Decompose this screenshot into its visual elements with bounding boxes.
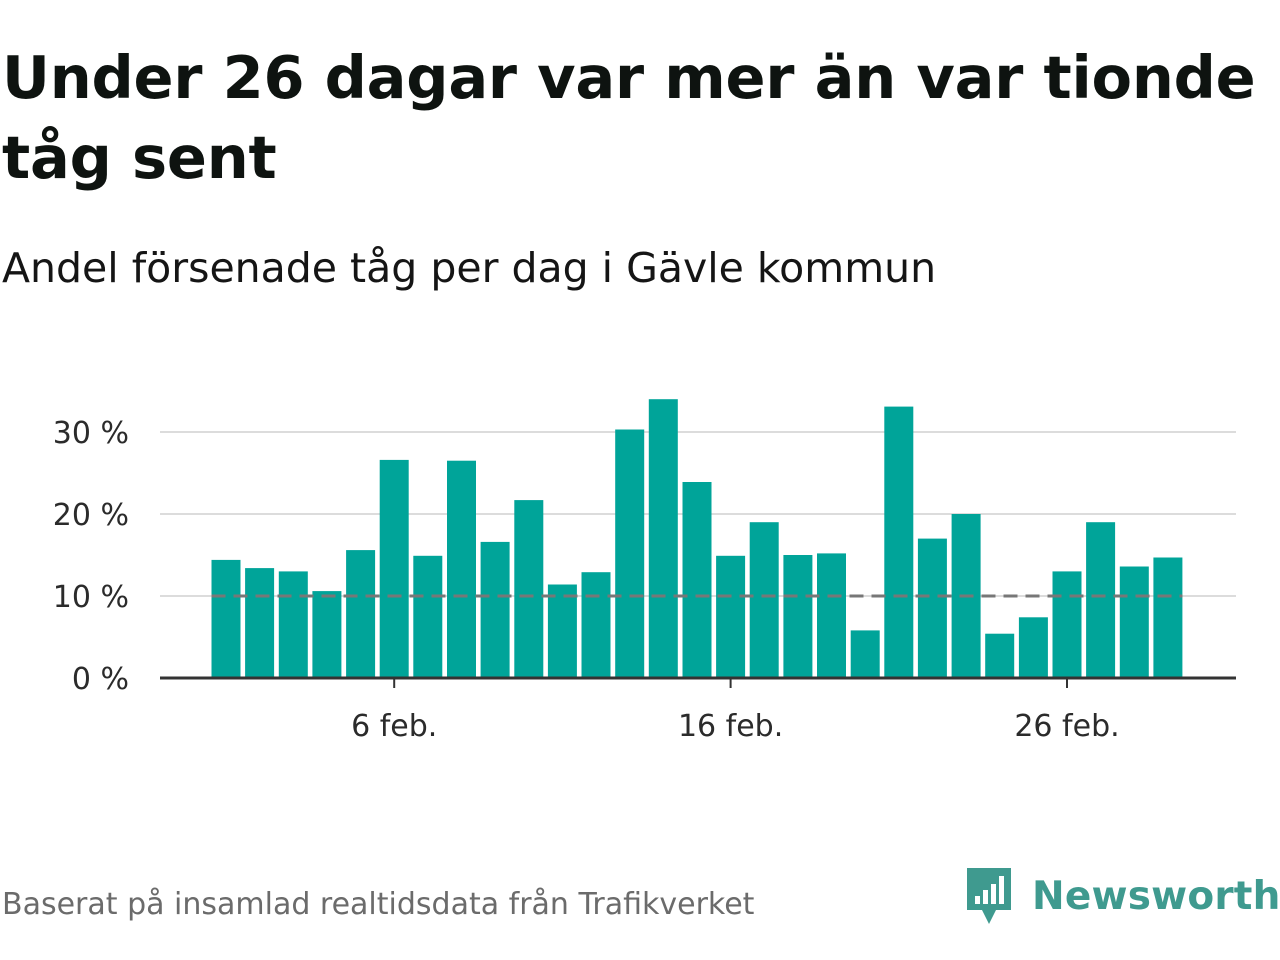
- bar: [480, 541, 510, 678]
- y-tick-label: 10 %: [53, 580, 129, 615]
- bar: [985, 633, 1015, 678]
- bar: [1086, 522, 1116, 678]
- bar: [749, 522, 779, 678]
- bar-chart: 0 % 10 % 20 % 30 % 6 feb. 16 feb. 26 feb.: [53, 399, 1236, 744]
- chart-title: Under 26 dagar var mer än var tionde tåg…: [2, 43, 1256, 192]
- bar: [615, 429, 645, 678]
- bar: [547, 584, 577, 678]
- y-tick-label: 20 %: [53, 498, 129, 533]
- newsworthy-logo: Newsworthy: [964, 864, 1280, 928]
- bar: [1018, 617, 1048, 678]
- bar: [648, 399, 678, 678]
- bar: [716, 555, 746, 678]
- bar: [278, 571, 308, 678]
- bar: [245, 568, 275, 678]
- x-tick-label: 6 feb.: [351, 709, 437, 744]
- x-tick-label: 26 feb.: [1014, 709, 1119, 744]
- bar: [783, 555, 813, 678]
- bar: [1052, 571, 1082, 678]
- bar: [211, 559, 241, 678]
- bar: [884, 406, 914, 678]
- bar: [1119, 566, 1149, 678]
- source-note: Baserat på insamlad realtidsdata från Tr…: [2, 887, 755, 922]
- axes: [160, 676, 1236, 688]
- bar: [682, 482, 712, 678]
- bar: [850, 630, 880, 678]
- chart-subtitle: Andel försenade tåg per dag i Gävle komm…: [2, 244, 937, 292]
- bar: [917, 538, 947, 678]
- tick-labels: 0 % 10 % 20 % 30 % 6 feb. 16 feb. 26 feb.: [53, 416, 1120, 744]
- bar: [817, 553, 846, 678]
- bar: [514, 500, 544, 678]
- bar: [312, 591, 342, 678]
- bar: [413, 555, 443, 678]
- y-tick-label: 0 %: [72, 662, 129, 697]
- x-tick-label: 16 feb.: [678, 709, 783, 744]
- bar: [1153, 557, 1183, 678]
- newsworthy-logo-text: Newsworthy: [1032, 873, 1280, 919]
- bar: [379, 459, 409, 678]
- newsworthy-logo-icon: [967, 868, 1011, 924]
- bar: [581, 572, 611, 678]
- bar-series: [211, 399, 1183, 678]
- bar: [346, 550, 376, 678]
- bar: [447, 460, 476, 678]
- y-tick-label: 30 %: [53, 416, 129, 451]
